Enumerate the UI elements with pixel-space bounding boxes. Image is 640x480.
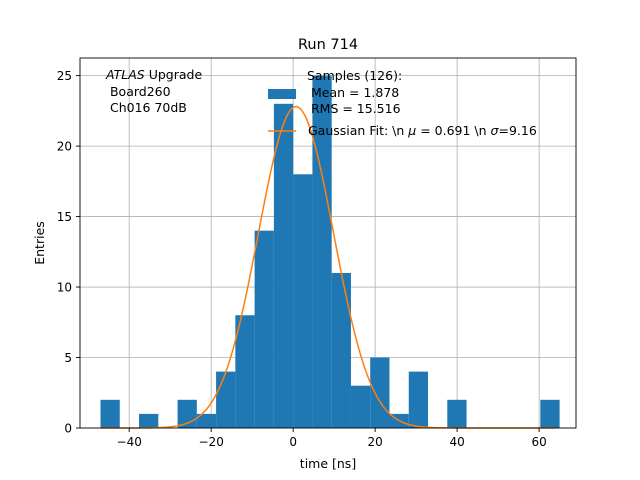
histogram-bar (139, 413, 159, 428)
legend-fit-sigma-value: =9.16 (498, 123, 536, 138)
legend-samples-line-2: Mean = 1.878 (307, 85, 399, 100)
annotation-upgrade: Upgrade (145, 67, 203, 82)
plot-frame (79, 57, 577, 429)
y-tick-label: 20 (57, 140, 72, 154)
legend-fit-mu-value: = 0.691 \n (416, 123, 490, 138)
legend-fit-prefix: Gaussian Fit: \n (308, 123, 408, 138)
annotation-block: ATLAS Upgrade Board260 Ch016 70dB (105, 67, 202, 115)
histogram-bar (100, 399, 120, 428)
y-tick-label: 0 (64, 422, 72, 436)
x-axis-ticks: −40 −20 0 20 40 60 (117, 428, 547, 449)
histogram-bar (293, 174, 313, 428)
x-tick-label: 20 (367, 435, 382, 449)
chart-title: Run 714 (298, 37, 358, 53)
legend-fit-text: Gaussian Fit: \n μ = 0.691 \n σ=9.16 (308, 123, 537, 138)
x-tick-label: −20 (199, 435, 224, 449)
annotation-line-1: ATLAS Upgrade (105, 67, 202, 82)
x-axis-label: time [ns] (300, 456, 356, 471)
histogram-bar (350, 385, 371, 428)
histogram-bar (196, 413, 217, 428)
histogram-bar (331, 272, 351, 428)
histogram-bar (216, 371, 236, 428)
y-tick-label: 5 (64, 351, 72, 365)
y-axis-label: Entries (32, 221, 47, 265)
histogram-bar (370, 357, 390, 428)
x-tick-label: 0 (289, 435, 297, 449)
histogram-bar (540, 399, 560, 428)
histogram-bar (447, 399, 467, 428)
annotation-line-2: Board260 (106, 84, 171, 99)
legend-swatch-samples (268, 89, 296, 99)
histogram-bar (254, 230, 274, 428)
y-axis-ticks: 0 5 10 15 20 25 (57, 69, 80, 436)
histogram-bar (235, 315, 255, 428)
annotation-atlas: ATLAS (105, 67, 145, 82)
y-tick-label: 15 (57, 210, 72, 224)
legend-samples-line-3: RMS = 15.516 (307, 101, 401, 116)
legend-fit-sigma-symbol: σ (491, 123, 500, 138)
histogram-bars (100, 75, 560, 429)
y-tick-label: 10 (57, 281, 72, 295)
histogram-bar (408, 371, 429, 428)
histogram-bar (273, 103, 294, 429)
x-tick-label: 40 (449, 435, 464, 449)
legend: Samples (126): Mean = 1.878 RMS = 15.516… (268, 68, 537, 138)
x-tick-label: 60 (531, 435, 546, 449)
y-tick-label: 25 (57, 69, 72, 83)
legend-fit-mu-symbol: μ (407, 123, 416, 138)
histogram-bar (312, 75, 332, 428)
legend-samples-line-1: Samples (126): (307, 68, 402, 83)
x-tick-label: −40 (117, 435, 142, 449)
annotation-line-3: Ch016 70dB (106, 100, 187, 115)
